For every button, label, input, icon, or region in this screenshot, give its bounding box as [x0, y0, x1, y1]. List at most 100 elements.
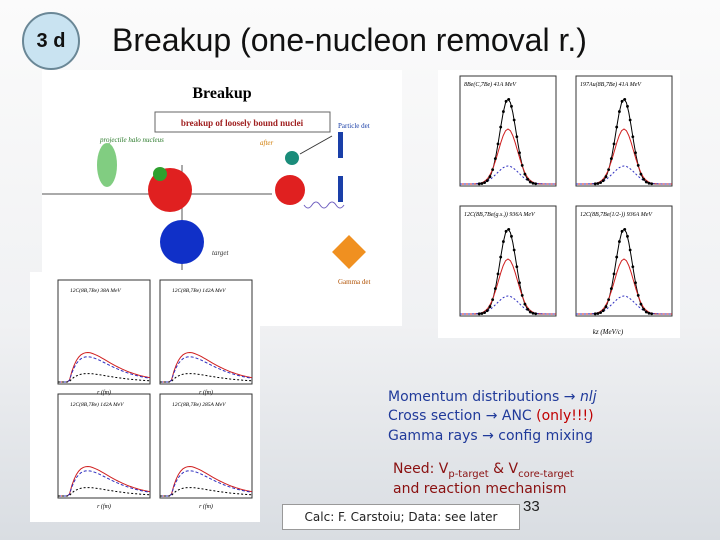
bullet-text: Cross section → ANC — [388, 408, 537, 424]
data-point — [485, 179, 489, 183]
data-point — [650, 312, 654, 316]
data-point — [512, 248, 516, 252]
data-point — [634, 281, 637, 285]
panel-frame — [159, 393, 253, 499]
curve — [460, 165, 556, 185]
data-point — [507, 97, 511, 101]
data-point — [601, 309, 605, 313]
curve — [576, 295, 672, 315]
particle-detector — [338, 132, 343, 158]
curve — [160, 356, 253, 383]
data-point — [526, 307, 529, 311]
panel-frame — [159, 279, 253, 385]
x-label: r (fm) — [97, 389, 111, 396]
data-point — [607, 298, 611, 302]
panel-frame — [459, 75, 557, 187]
curve — [160, 373, 253, 383]
data-point — [496, 142, 500, 146]
projectile-label: projectile halo nucleus — [99, 136, 164, 144]
data-point — [612, 272, 616, 276]
data-point — [480, 182, 484, 185]
data-point — [617, 240, 621, 243]
panel-frame — [459, 205, 557, 317]
plot-bg — [438, 70, 680, 338]
gamma-wave — [303, 201, 345, 209]
data-point — [596, 312, 600, 315]
data-point — [620, 99, 624, 103]
data-point — [642, 307, 645, 311]
need-line: and reaction mechanism — [393, 481, 567, 497]
data-point — [607, 168, 611, 172]
data-point — [528, 180, 532, 184]
out-nucleon — [285, 151, 299, 165]
curve — [58, 470, 151, 497]
data-point — [515, 135, 519, 139]
x-label: kz (MeV/c) — [593, 328, 624, 336]
data-point — [480, 312, 484, 315]
data-point — [626, 234, 629, 238]
core-detector — [338, 176, 343, 202]
panel-frame — [57, 393, 151, 499]
nucleon — [153, 167, 167, 181]
panel-frame — [57, 279, 151, 385]
need-mid: & V — [488, 461, 519, 477]
data-point — [493, 157, 497, 161]
after-label: after — [260, 139, 273, 147]
x-label: r (fm) — [199, 503, 213, 510]
data-point — [518, 281, 521, 285]
x-label: r (fm) — [97, 503, 111, 510]
curve — [160, 470, 253, 497]
data-point — [642, 177, 645, 181]
data-point — [491, 298, 495, 302]
data-point — [623, 227, 627, 231]
halo — [97, 143, 117, 187]
data-point — [604, 175, 608, 179]
page-number: 33 — [523, 498, 540, 515]
curve — [58, 356, 151, 383]
panel-title: 12C(8B,7Be) 285A MeV — [172, 401, 226, 408]
data-point — [634, 151, 637, 155]
need-sub: core-target — [518, 468, 574, 480]
diagram-heading: Breakup — [192, 85, 251, 102]
data-point — [615, 125, 619, 129]
data-point — [523, 302, 527, 306]
data-point — [628, 248, 632, 252]
data-point — [647, 311, 651, 315]
data-point — [485, 309, 489, 313]
bullet-text: Momentum distributions → — [388, 389, 580, 405]
data-point — [647, 181, 651, 185]
data-point — [499, 255, 503, 259]
section-badge: 3 d — [22, 12, 80, 70]
data-point — [631, 135, 635, 139]
data-point — [523, 172, 527, 176]
data-point — [609, 287, 613, 291]
curve — [58, 465, 151, 497]
data-point — [623, 97, 627, 101]
data-point — [639, 172, 643, 176]
data-point — [507, 227, 511, 231]
panel-title: 12C(8B,7Be(g.s.)) 936A MeV — [464, 211, 536, 218]
data-point — [593, 182, 597, 186]
data-point — [650, 182, 654, 186]
data-point — [628, 118, 632, 122]
particle-det-label: Particle det — [338, 122, 370, 130]
data-point — [636, 294, 640, 297]
gamma-det-label: Gamma det — [338, 278, 371, 286]
panel-title: 12C(8B,7Be) 142A MeV — [70, 401, 124, 408]
target-label: target — [212, 249, 230, 257]
data-point — [528, 310, 532, 314]
data-point — [477, 312, 481, 316]
panel-title: 12C(8B,7Be(1/2-)) 936A MeV — [580, 211, 653, 218]
data-point — [626, 104, 629, 108]
panel-frame — [575, 75, 673, 187]
curve — [58, 373, 151, 383]
panel-title: 12C(8B,7Be) 142A MeV — [172, 287, 226, 294]
data-point — [501, 110, 505, 113]
data-point — [596, 182, 600, 185]
out-core — [275, 175, 305, 205]
data-point — [510, 234, 513, 238]
data-point — [639, 302, 643, 306]
need-lead: Need: V — [393, 461, 449, 477]
data-point — [496, 272, 500, 276]
